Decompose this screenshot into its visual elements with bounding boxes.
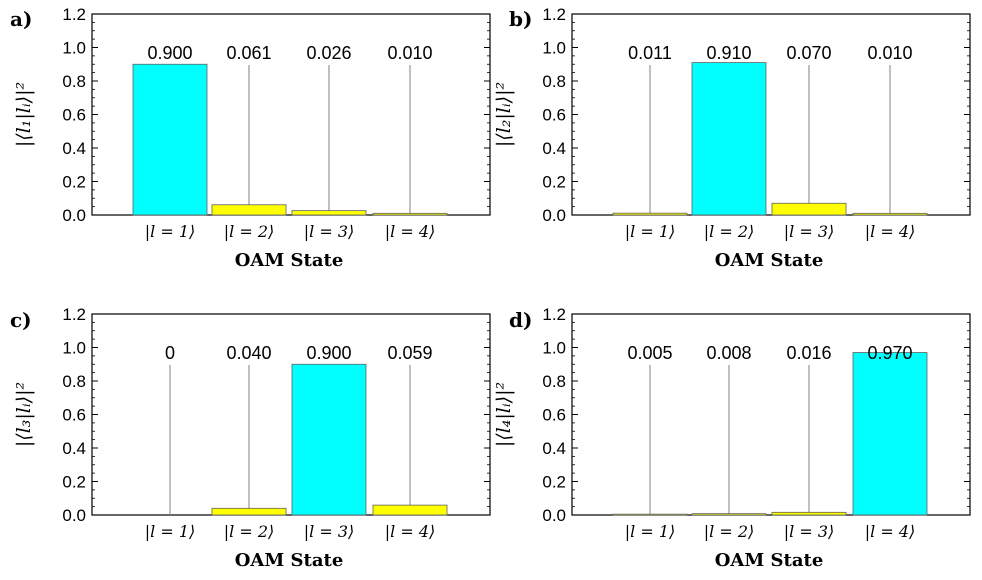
bar — [291, 363, 367, 516]
y-tick-label: 0.6 — [62, 106, 86, 125]
chart-panel-1: 0.0 0.2 0.4 0.6 0.8 1.0 1.2 0.900 |l = 1⟩ 0.061 |l… — [10, 5, 491, 271]
bar — [612, 212, 688, 216]
y-tick-label: 1.0 — [542, 39, 566, 58]
data-label: 0.008 — [706, 343, 751, 363]
x-tick-label: |l = 3⟩ — [304, 522, 355, 541]
y-tick-label: 0.8 — [62, 72, 86, 91]
y-tick-label: 0.2 — [542, 473, 566, 492]
y-tick-label: 0.8 — [542, 372, 566, 391]
data-label: 0.026 — [306, 43, 351, 63]
y-tick-label: 0.4 — [542, 139, 566, 158]
x-tick-label: |l = 3⟩ — [784, 222, 835, 241]
x-axis-label: OAM State — [715, 550, 824, 571]
y-tick-label: 1.2 — [62, 305, 86, 324]
panel-label: a) — [10, 7, 32, 31]
y-axis-label: |⟨l₂|lᵢ⟩|² — [493, 82, 515, 147]
data-label: 0.010 — [867, 43, 912, 63]
y-tick-label: 0.8 — [542, 72, 566, 91]
y-tick-label: 0.6 — [62, 406, 86, 425]
bar — [372, 504, 448, 516]
data-label: 0.910 — [706, 43, 751, 63]
data-label: 0.010 — [387, 43, 432, 63]
bar — [771, 202, 847, 216]
y-tick-label: 0.2 — [62, 173, 86, 192]
bar — [852, 212, 928, 216]
y-tick-label: 0.2 — [542, 173, 566, 192]
data-label: 0.970 — [867, 343, 912, 363]
panel-label: c) — [10, 308, 32, 332]
data-label: 0.059 — [387, 343, 432, 363]
x-tick-label: |l = 1⟩ — [625, 522, 676, 541]
y-tick-label: 1.2 — [62, 5, 86, 24]
bar — [852, 352, 928, 516]
data-label: 0.070 — [786, 43, 831, 63]
x-tick-label: |l = 4⟩ — [385, 522, 436, 541]
data-label: 0.016 — [786, 343, 831, 363]
y-tick-label: 0.0 — [542, 206, 566, 225]
y-tick-label: 0.0 — [62, 506, 86, 525]
bar — [691, 513, 767, 516]
bar — [211, 204, 287, 216]
x-tick-label: |l = 2⟩ — [704, 522, 755, 541]
bar — [132, 63, 208, 216]
data-label: 0.900 — [147, 43, 192, 63]
data-label: 0 — [165, 343, 175, 363]
y-tick-label: 1.0 — [542, 339, 566, 358]
y-tick-label: 1.2 — [542, 305, 566, 324]
x-tick-label: |l = 1⟩ — [625, 222, 676, 241]
data-label: 0.040 — [226, 343, 271, 363]
x-tick-label: |l = 4⟩ — [865, 222, 916, 241]
bar — [612, 513, 688, 516]
x-axis-label: OAM State — [715, 250, 824, 271]
y-tick-label: 0.2 — [62, 473, 86, 492]
x-tick-label: |l = 1⟩ — [145, 522, 196, 541]
data-label: 0.011 — [628, 43, 672, 63]
x-tick-label: |l = 2⟩ — [224, 222, 275, 241]
x-tick-label: |l = 3⟩ — [304, 222, 355, 241]
y-axis-label: |⟨l₁|lᵢ⟩|² — [13, 82, 35, 147]
x-tick-label: |l = 4⟩ — [385, 222, 436, 241]
bar — [211, 507, 287, 516]
y-tick-label: 1.2 — [542, 5, 566, 24]
y-tick-label: 1.0 — [62, 339, 86, 358]
y-tick-label: 0.0 — [62, 206, 86, 225]
y-tick-label: 0.4 — [542, 439, 566, 458]
x-axis-label: OAM State — [235, 250, 344, 271]
panel-label: b) — [509, 7, 532, 31]
y-tick-label: 0.4 — [62, 439, 86, 458]
y-tick-label: 0.0 — [542, 506, 566, 525]
chart-panel-4: 0.0 0.2 0.4 0.6 0.8 1.0 1.2 0.005 |l = 1⟩ 0.008 |l… — [493, 305, 971, 571]
x-tick-label: |l = 4⟩ — [865, 522, 916, 541]
data-label: 0.900 — [306, 343, 351, 363]
x-tick-label: |l = 3⟩ — [784, 522, 835, 541]
x-tick-label: |l = 2⟩ — [224, 522, 275, 541]
y-tick-label: 1.0 — [62, 39, 86, 58]
y-axis-label: |⟨l₄|lᵢ⟩|² — [493, 382, 515, 447]
bar — [691, 62, 767, 216]
y-tick-label: 0.6 — [542, 406, 566, 425]
y-axis-label: |⟨l₃|lᵢ⟩|² — [13, 382, 35, 447]
y-tick-label: 0.4 — [62, 139, 86, 158]
x-tick-label: |l = 1⟩ — [145, 222, 196, 241]
chart-panel-2: 0.0 0.2 0.4 0.6 0.8 1.0 1.2 0.011 |l = 1⟩ 0.910 |l… — [493, 5, 971, 271]
bar — [291, 210, 367, 216]
x-tick-label: |l = 2⟩ — [704, 222, 755, 241]
bar — [771, 511, 847, 516]
panel-label: d) — [509, 308, 532, 332]
chart-panel-3: 0.0 0.2 0.4 0.6 0.8 1.0 1.2 0 |l = 1⟩ 0.040 |l = 2… — [10, 305, 491, 571]
x-axis-label: OAM State — [235, 550, 344, 571]
bar — [372, 212, 448, 216]
y-tick-label: 0.6 — [542, 106, 566, 125]
y-tick-label: 0.8 — [62, 372, 86, 391]
data-label: 0.005 — [627, 343, 672, 363]
data-label: 0.061 — [226, 43, 271, 63]
